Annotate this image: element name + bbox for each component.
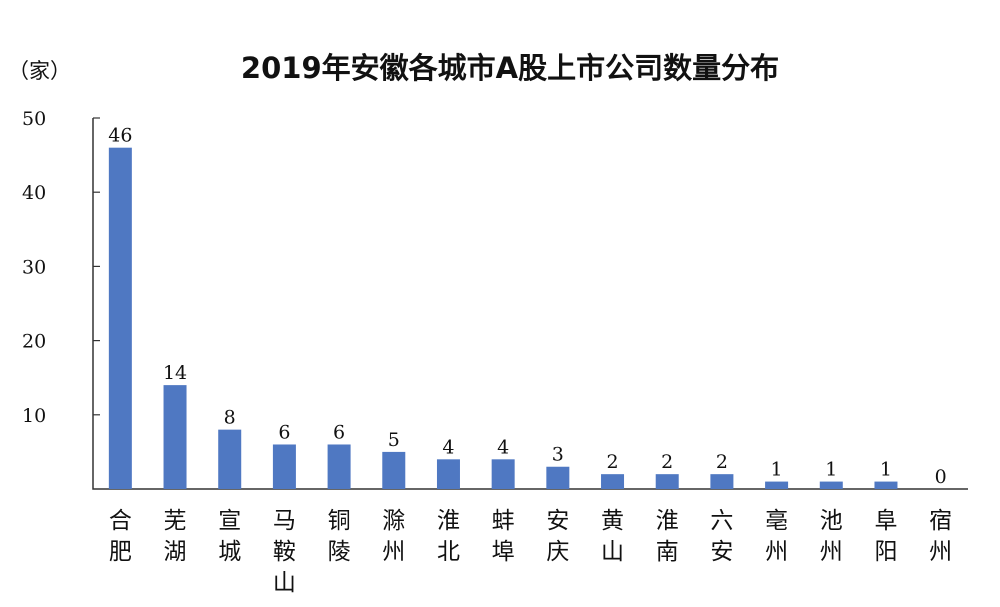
x-category-label: 宿州 (929, 508, 952, 565)
bar (272, 444, 296, 489)
data-label: 2 (661, 451, 673, 473)
data-label: 1 (771, 459, 783, 481)
data-label: 6 (333, 421, 345, 443)
data-labels: 46 14 8 6 6 5 4 4 3 2 2 2 1 1 1 0 (108, 125, 946, 488)
data-label: 46 (108, 125, 132, 147)
data-label: 4 (442, 436, 454, 458)
x-category-label: 淮南 (656, 508, 679, 565)
x-category-label: 亳州 (765, 508, 788, 565)
x-category-label: 黄山 (601, 508, 624, 565)
y-tick-label: 20 (22, 331, 46, 353)
data-label: 2 (606, 451, 618, 473)
x-category-label: 安庆 (546, 508, 569, 565)
data-label: 8 (224, 407, 236, 429)
x-category-label: 池州 (820, 508, 843, 565)
x-category-label: 淮北 (437, 508, 460, 565)
data-label: 3 (552, 444, 564, 466)
bar (163, 385, 187, 489)
data-label: 5 (388, 429, 400, 451)
bar (382, 451, 406, 489)
data-label: 14 (163, 362, 187, 384)
bar (436, 459, 460, 489)
bar (327, 444, 351, 489)
y-tick-label: 40 (22, 182, 46, 204)
data-label: 1 (825, 459, 837, 481)
y-unit-label: （家） (8, 59, 71, 83)
x-category-label: 滁州 (382, 508, 405, 565)
x-category-label: 合肥 (109, 508, 132, 565)
x-category-label: 宣城 (218, 508, 241, 565)
x-category-label: 马鞍山 (273, 508, 296, 596)
x-category-label: 铜陵 (328, 508, 351, 565)
data-label: 4 (497, 436, 509, 458)
x-category-label: 阜阳 (874, 508, 897, 565)
bars (108, 147, 898, 489)
chart-title: 2019年安徽各城市A股上市公司数量分布 (241, 51, 779, 85)
bar (601, 474, 625, 489)
y-tick-label: 30 (22, 256, 46, 278)
y-axis-ticks: 10 20 30 40 50 (22, 108, 100, 427)
bar (710, 474, 734, 489)
bar (546, 466, 570, 489)
x-category-label: 蚌埠 (492, 508, 515, 565)
x-category-label: 芜湖 (164, 508, 187, 565)
bar (765, 481, 789, 489)
bar (491, 459, 515, 489)
bar (655, 474, 679, 489)
data-label: 1 (880, 459, 892, 481)
bar (218, 429, 242, 489)
bar (874, 481, 898, 489)
x-category-label: 六安 (710, 508, 733, 565)
data-label: 2 (716, 451, 728, 473)
y-tick-label: 10 (22, 405, 46, 427)
data-label: 0 (935, 466, 947, 488)
bar (108, 147, 132, 489)
bar (819, 481, 843, 489)
y-tick-label: 50 (22, 108, 46, 130)
data-label: 6 (278, 421, 290, 443)
